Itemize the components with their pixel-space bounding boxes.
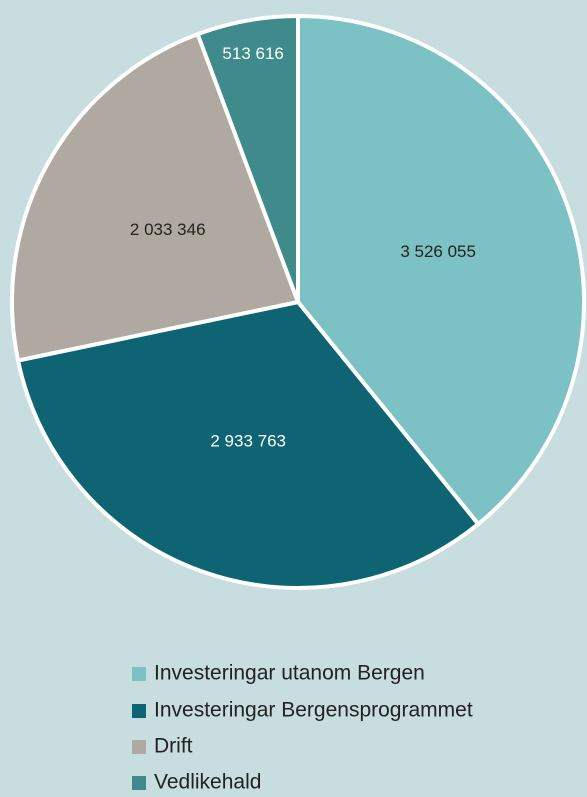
- legend-label: Drift: [154, 735, 193, 758]
- legend-label: Investeringar Bergensprogrammet: [154, 699, 473, 722]
- legend-label: Investeringar utanom Bergen: [154, 662, 425, 685]
- legend-swatch: [132, 740, 146, 754]
- pie-slice: [195, 14, 300, 304]
- legend-swatch: [132, 704, 146, 718]
- pie-slice: [296, 14, 586, 527]
- data-label: 2 933 763: [210, 432, 286, 451]
- legend-label: Vedlikehald: [154, 771, 261, 794]
- pie-slice: [16, 300, 481, 590]
- data-label: 513 616: [222, 44, 283, 63]
- data-label: 2 033 346: [130, 220, 206, 239]
- legend-swatch: [132, 667, 146, 681]
- legend-swatch: [132, 776, 146, 790]
- data-label: 3 526 055: [400, 242, 476, 261]
